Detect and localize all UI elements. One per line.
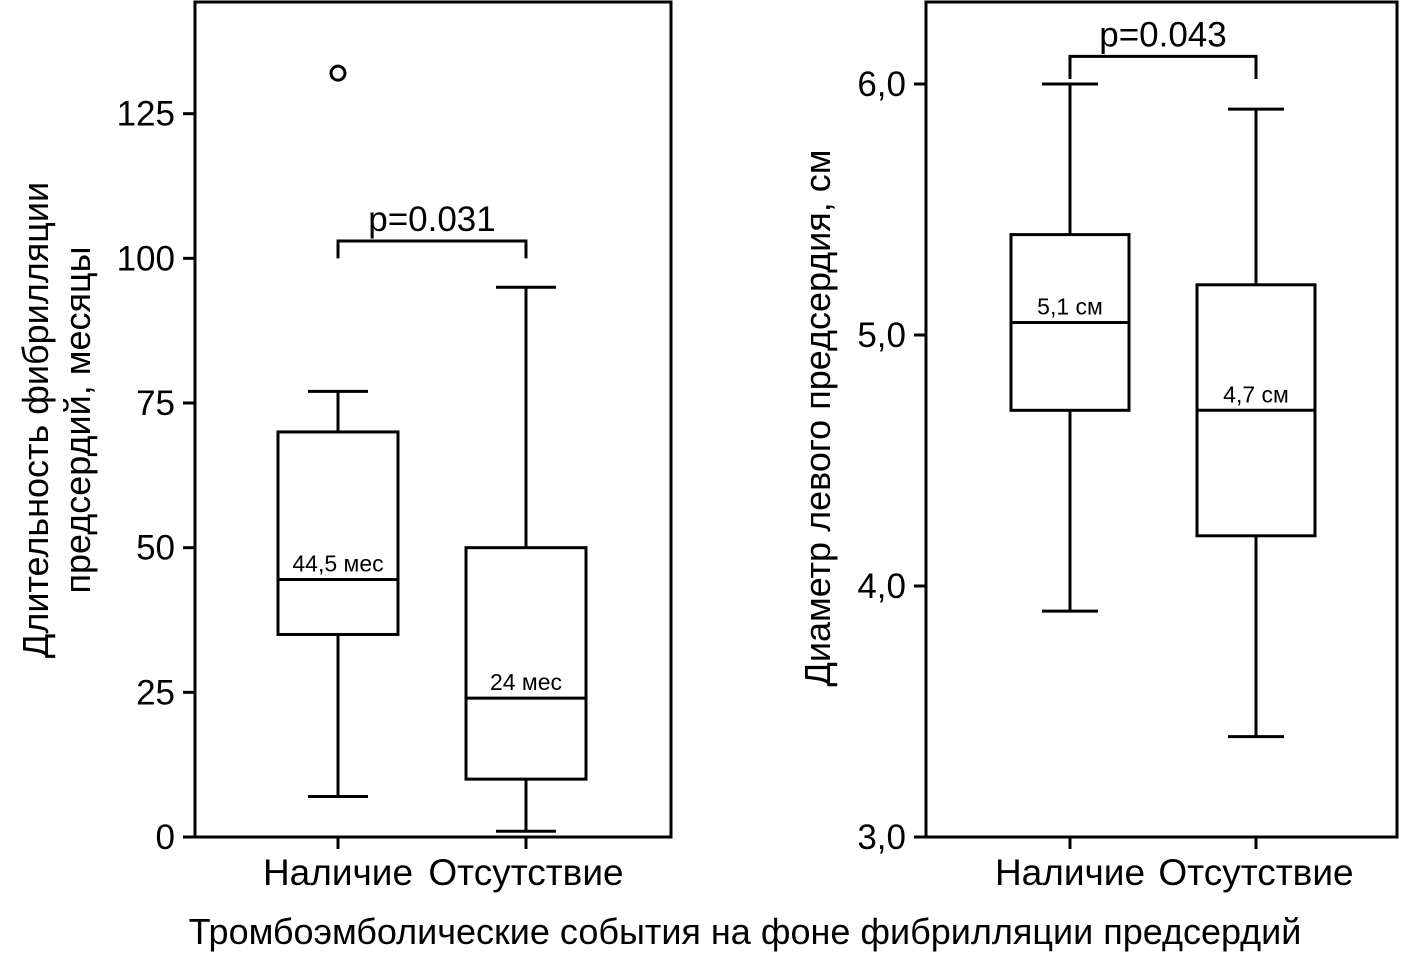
box-plots: 44,5 мес 24 мес <box>276 64 588 833</box>
y-tick-label: 125 <box>117 95 175 134</box>
y-tick-label: 100 <box>117 239 175 278</box>
y-axis-ticks: 3,0 4,0 5,0 6,0 Наличие Отсутствие <box>857 65 1353 893</box>
y-tick-label: 25 <box>136 673 175 712</box>
box-plot-absence: 4,7 см <box>1195 107 1317 739</box>
interquartile-box <box>276 430 400 636</box>
y-axis-title: Диаметр левого предсердия, см <box>797 149 838 686</box>
x-category-label: Наличие <box>995 852 1145 893</box>
x-category-label: Отсутствие <box>1158 852 1353 893</box>
median-label: 44,5 мес <box>292 550 383 576</box>
y-axis-ticks: 0 25 50 75 100 125 Наличие Отсутствие <box>117 95 624 893</box>
interquartile-box <box>464 546 588 781</box>
x-category-label: Наличие <box>263 852 413 893</box>
y-tick-label: 5,0 <box>857 316 906 355</box>
y-tick-label: 75 <box>136 384 175 423</box>
plot-frame <box>924 0 1399 839</box>
plot-frame <box>193 0 673 839</box>
y-axis-title-line-2: предсердий, месяцы <box>57 247 98 594</box>
x-category-label: Отсутствие <box>428 852 623 893</box>
outlier-point <box>329 64 347 82</box>
p-value-label: p=0.031 <box>368 200 496 239</box>
significance-bracket: p=0.031 <box>336 200 528 259</box>
y-tick-label: 50 <box>136 529 175 568</box>
box-plot-presence: 44,5 мес <box>276 64 400 798</box>
y-axis-title-line-1: Длительность фибрилляции <box>15 182 56 658</box>
y-tick-label: 0 <box>156 818 175 857</box>
y-tick-label: 4,0 <box>857 567 906 606</box>
chart-panel-left-atrium: 3,0 4,0 5,0 6,0 Наличие Отсутствие 5,1 см 4,7 … <box>797 0 1399 893</box>
chart-panel-duration: 0 25 50 75 100 125 Наличие Отсутствие 44,5 мес 2… <box>15 0 673 893</box>
y-tick-label: 3,0 <box>857 818 906 857</box>
y-tick-label: 6,0 <box>857 65 906 104</box>
shared-x-axis-title: Тромбоэмболические события на фоне фибри… <box>189 911 1302 952</box>
median-label: 5,1 см <box>1037 293 1103 319</box>
significance-bracket: p=0.043 <box>1068 15 1258 79</box>
p-value-label: p=0.043 <box>1099 15 1227 54</box>
significance-bracket-line <box>336 239 528 259</box>
median-label: 4,7 см <box>1223 381 1289 407</box>
box-plots: 5,1 см 4,7 см <box>1009 82 1317 739</box>
box-plot-absence: 24 мес <box>464 285 588 833</box>
box-plot-presence: 5,1 см <box>1009 82 1131 613</box>
median-label: 24 мес <box>490 669 562 695</box>
significance-bracket-line <box>1068 54 1258 79</box>
